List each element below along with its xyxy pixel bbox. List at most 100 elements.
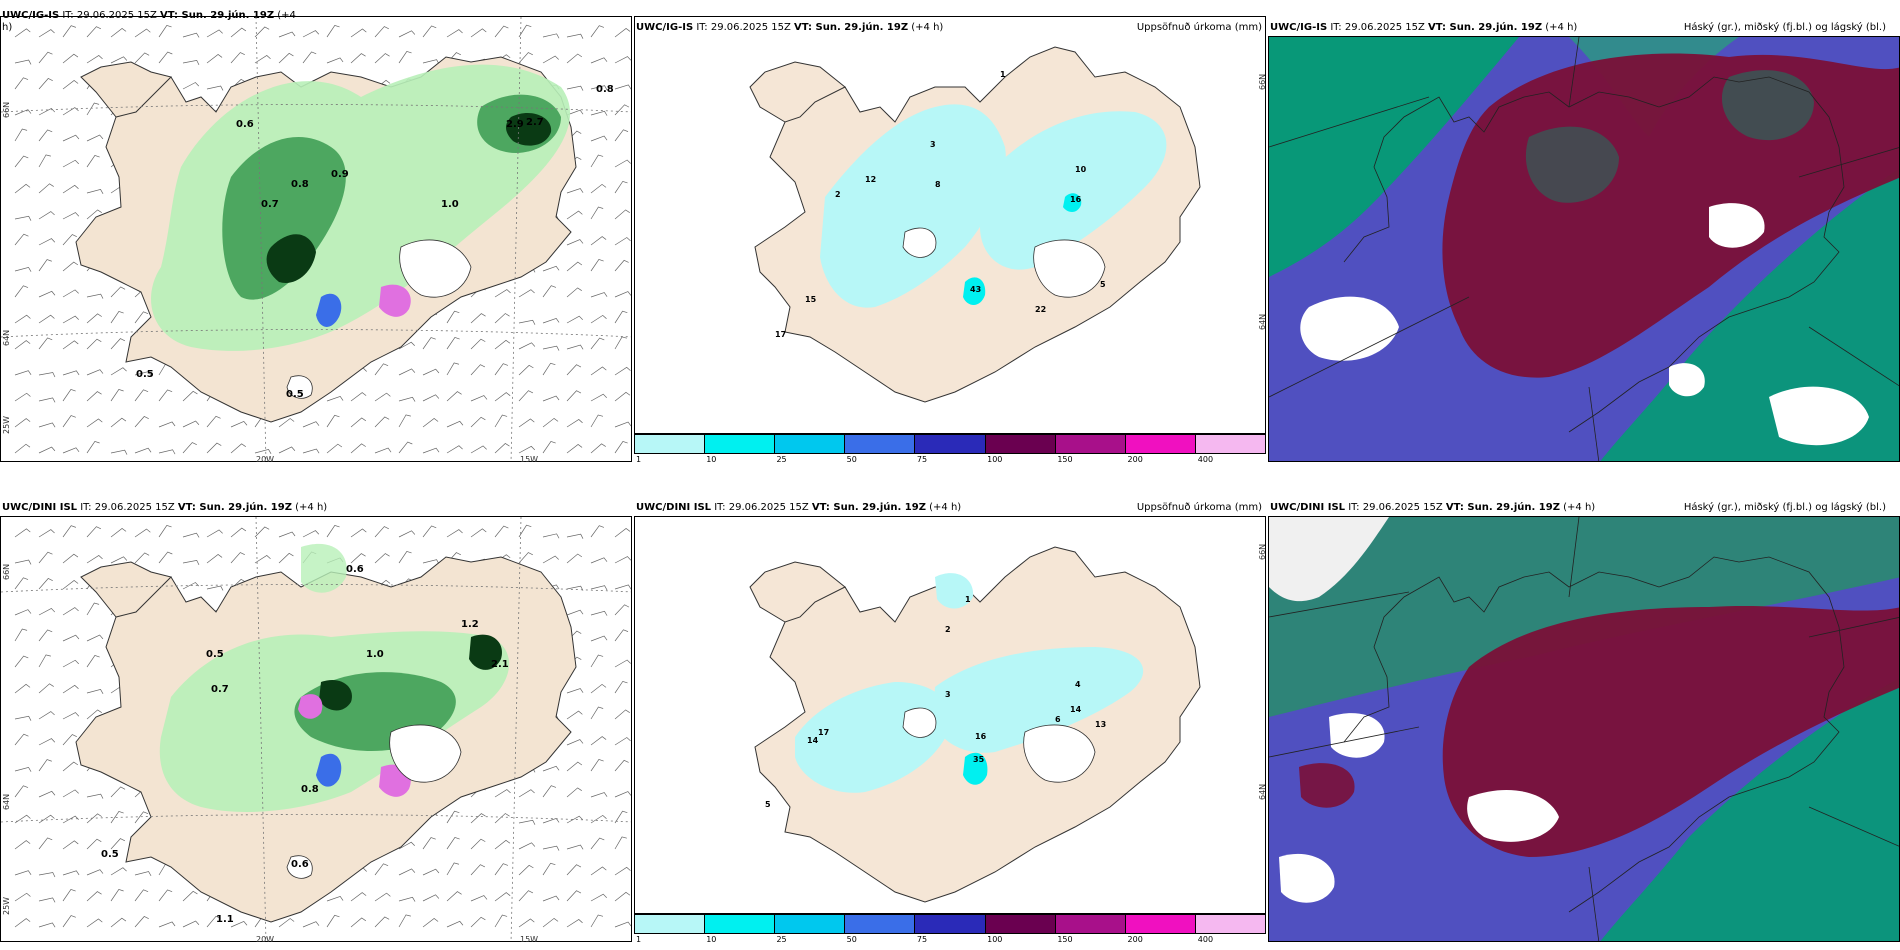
wind-barb	[62, 789, 79, 798]
wind-barb	[206, 442, 222, 454]
panel-title: UWC/IG-IS IT: 29.06.2025 15Z VT: Sun. 29…	[636, 22, 944, 33]
wind-barb	[254, 26, 270, 38]
wind-barb	[86, 338, 102, 350]
wind-barb	[590, 683, 607, 694]
wind-barb	[86, 313, 102, 324]
lon-label: 15W	[520, 455, 539, 464]
colorbar-tick-label: 150	[1057, 455, 1073, 464]
wind-barb	[38, 837, 53, 850]
wind-barb	[278, 31, 296, 38]
wind-barb	[590, 914, 604, 928]
wind-barb	[518, 319, 536, 325]
wind-barb	[614, 259, 629, 272]
wind-barb	[182, 920, 200, 928]
wind-barb	[254, 555, 271, 564]
wind-barb	[38, 183, 54, 194]
wind-barb	[590, 792, 608, 798]
wind-barb	[230, 52, 245, 64]
wind-barb	[278, 531, 296, 538]
value-label: 0.8	[291, 179, 309, 190]
wind-barb	[302, 921, 320, 928]
value-label: 15	[805, 295, 817, 304]
wind-barb	[542, 285, 557, 298]
value-label: 0.5	[136, 369, 154, 380]
colorbar	[634, 434, 1266, 454]
wind-barb	[86, 709, 102, 720]
precip-magenta	[298, 694, 323, 719]
wind-barb	[614, 737, 631, 746]
wind-barb	[614, 421, 631, 428]
wind-barb	[278, 446, 296, 454]
wind-barb	[62, 107, 79, 116]
wind-barb	[278, 918, 295, 928]
glacier	[1023, 724, 1096, 783]
wind-barb	[38, 759, 52, 772]
glacier	[286, 855, 313, 879]
wind-barb	[134, 916, 149, 928]
wind-barb	[542, 317, 560, 324]
wind-barb	[350, 553, 366, 564]
wind-barb	[206, 915, 221, 928]
colorbar-swatch	[845, 435, 916, 453]
wind-barb	[542, 345, 560, 351]
colorbar-tick-label: 100	[987, 455, 1003, 464]
value-label: 2.7	[526, 117, 544, 128]
wind-barb	[566, 33, 584, 39]
precip-heavy	[505, 112, 552, 146]
wind-barb	[590, 292, 608, 298]
wind-barb	[422, 337, 436, 350]
wind-barb	[542, 441, 556, 454]
wind-barb	[422, 59, 440, 65]
wind-barb	[566, 919, 583, 928]
lat-label: 66N	[2, 563, 11, 580]
wind-barb	[614, 237, 631, 246]
wind-barb	[350, 443, 366, 454]
wind-barb	[518, 418, 535, 428]
wind-barb	[590, 837, 605, 850]
wind-barb	[494, 443, 510, 454]
wind-barb	[614, 556, 631, 564]
wind-barb	[182, 890, 198, 902]
panel-title: UWC/IG-IS IT: 29.06.2025 15Z VT: Sun. 29…	[1270, 22, 1578, 33]
wind-barb	[590, 414, 604, 428]
wind-barb	[614, 791, 631, 798]
colorbar-swatch	[1125, 435, 1196, 453]
wind-barb	[326, 914, 340, 928]
clear-sky	[1669, 363, 1705, 397]
wind-barb	[110, 786, 126, 798]
wind-barb	[38, 872, 56, 878]
wind-barb	[422, 447, 440, 454]
wind-barb	[614, 336, 627, 350]
colorbar-swatch	[845, 915, 916, 933]
wind-barb	[182, 582, 200, 590]
wind-barb	[38, 29, 55, 38]
wind-barb	[110, 417, 127, 428]
wind-barb	[590, 893, 607, 902]
wind-barb	[590, 443, 606, 454]
wind-barb	[14, 733, 29, 746]
wind-barb	[182, 560, 200, 566]
wind-barb	[38, 107, 56, 116]
wind-barb	[494, 414, 508, 428]
wind-barb	[38, 290, 56, 298]
wind-barb	[134, 889, 149, 902]
wind-barb	[86, 189, 104, 194]
precip-heavy	[469, 634, 502, 670]
colorbar-ticks: 1 10 25 50 75 100 150 200 400	[634, 455, 1266, 465]
wind-barb	[350, 917, 367, 928]
wind-barb	[206, 53, 223, 64]
wind-barb	[38, 51, 53, 64]
wind-barb	[62, 761, 79, 772]
value-label: 2	[945, 625, 951, 634]
lon-label: 25W	[2, 415, 11, 434]
wind-barb	[86, 838, 102, 850]
wind-barb	[590, 610, 608, 616]
wind-barb	[14, 683, 31, 694]
wind-barb	[614, 129, 629, 142]
colorbar-tick-label: 10	[706, 455, 717, 464]
wind-barb	[494, 914, 508, 928]
wind-barb	[566, 419, 583, 428]
wind-barb	[422, 525, 437, 538]
wind-barb	[590, 814, 607, 824]
